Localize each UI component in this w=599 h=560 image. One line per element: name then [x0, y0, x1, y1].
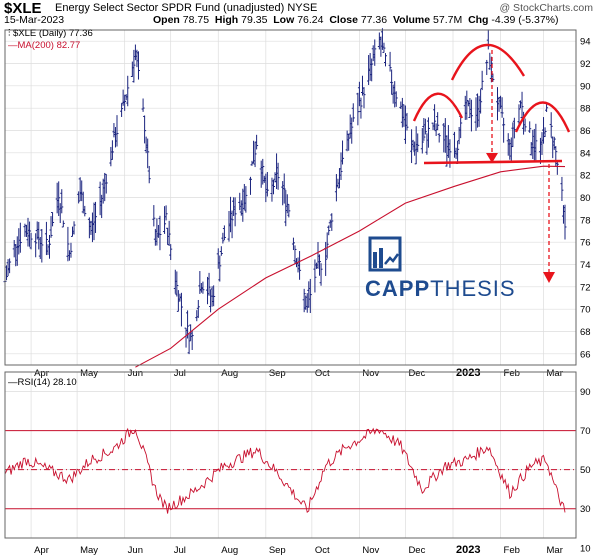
- rsi-tick-label: 30: [580, 504, 591, 515]
- x-tick-label-top: Jul: [174, 368, 186, 379]
- price-tick-label: 74: [580, 260, 591, 271]
- price-tick-label: 66: [580, 349, 591, 360]
- ma200-polyline: [135, 165, 566, 368]
- target-arrowhead: [543, 272, 555, 283]
- low-label: Low: [273, 14, 295, 26]
- x-tick-label-bottom: Sep: [269, 545, 286, 556]
- price-tick-label: 90: [580, 81, 591, 92]
- rsi-panel-frame: [4, 371, 577, 539]
- x-tick-label-bottom: Nov: [362, 545, 379, 556]
- x-tick-label-bottom: Mar: [547, 545, 563, 556]
- price-tick-label: 70: [580, 305, 591, 316]
- legend-price: ⫶ $XLE (Daily) 77.36: [8, 28, 93, 39]
- price-grid: [5, 30, 576, 365]
- fund-name: Energy Select Sector SPDR Fund (unadjust…: [55, 2, 317, 14]
- high-value: 79.35: [241, 14, 268, 26]
- price-tick-label: 80: [580, 193, 591, 204]
- x-tick-label-bottom: Feb: [504, 545, 520, 556]
- ticker-symbol: $XLE: [4, 0, 42, 17]
- ma200-line: [135, 165, 566, 368]
- ohlc-bars: [3, 28, 567, 355]
- x-tick-label-bottom: Jun: [128, 545, 143, 556]
- x-tick-label-top: Oct: [315, 368, 330, 379]
- chg-value: -4.39 (-5.37%): [491, 14, 559, 26]
- price-panel-frame: [4, 29, 577, 366]
- x-tick-label-top: Feb: [504, 368, 520, 379]
- capp-thesis-logo-icon: [368, 236, 402, 272]
- brand-watermark: @ StockCharts.com: [499, 2, 593, 14]
- x-tick-label-bottom: 2023: [456, 544, 480, 556]
- x-tick-label-top: Apr: [34, 368, 49, 379]
- price-tick-label: 88: [580, 104, 591, 115]
- price-tick-label: 94: [580, 37, 591, 48]
- x-tick-label-bottom: Jul: [174, 545, 186, 556]
- volume-value: 57.7M: [433, 14, 463, 26]
- neckline: [423, 159, 563, 165]
- x-tick-label-bottom: Oct: [315, 545, 330, 556]
- legend-price-text: $XLE (Daily) 77.36: [13, 28, 93, 39]
- x-tick-label-top: Aug: [221, 368, 238, 379]
- logo-word-1: CAPP: [365, 276, 431, 301]
- high-label: High: [214, 14, 239, 26]
- x-tick-label-top: Dec: [408, 368, 425, 379]
- close-value: 77.36: [360, 14, 388, 26]
- x-axis-bottom: Apr Apr May May Jun Jun Jul Jul Aug Aug Sep Sep Oct O…: [34, 367, 563, 556]
- open-value: 78.75: [182, 14, 210, 26]
- price-tick-label: 82: [580, 171, 591, 182]
- x-tick-label-top: Sep: [269, 368, 286, 379]
- x-tick-label-bottom: Aug: [221, 545, 238, 556]
- volume-label: Volume: [392, 14, 431, 26]
- chg-label: Chg: [468, 14, 489, 26]
- right-shoulder-arc: [514, 101, 571, 133]
- chart-date: 15-Mar-2023: [4, 14, 65, 26]
- rsi-axis: 10 30 50 70 90: [580, 387, 591, 554]
- open-label: Open: [153, 14, 180, 26]
- rsi-tick-label: 50: [580, 465, 591, 476]
- price-tick-label: 76: [580, 238, 591, 249]
- head-arc: [450, 43, 526, 81]
- x-tick-label-top: May: [80, 368, 98, 379]
- close-label: Close: [329, 14, 358, 26]
- head-measure-arrowhead: [486, 153, 498, 163]
- logo-word-2: THESIS: [430, 276, 516, 301]
- legend-rsi: —RSI(14) 28.10: [8, 377, 77, 388]
- price-tick-label: 78: [580, 215, 591, 226]
- legend-ma: —MA(200) 82.77: [8, 40, 80, 51]
- rsi-line: [4, 427, 566, 514]
- pattern-annotations: [412, 43, 571, 283]
- capp-thesis-wordmark: CAPPTHESIS: [365, 276, 516, 302]
- x-tick-label-top: Mar: [547, 368, 563, 379]
- price-tick-label: 86: [580, 126, 591, 137]
- price-tick-label: 72: [580, 282, 591, 293]
- x-tick-label-bottom: Dec: [408, 545, 425, 556]
- ohlc-summary: Open 78.75 High 79.35 Low 76.24 Close 77…: [153, 14, 559, 26]
- panel-frames: [4, 29, 577, 539]
- price-tick-label: 68: [580, 327, 591, 338]
- low-value: 76.24: [297, 14, 324, 26]
- exchange-label: NYSE: [287, 2, 318, 14]
- price-tick-label: 84: [580, 148, 591, 159]
- price-tick-label: 92: [580, 59, 591, 70]
- line-legend-icon-rsi: —: [8, 377, 18, 388]
- fund-name-text: Energy Select Sector SPDR Fund (unadjust…: [55, 2, 285, 14]
- left-shoulder-arc: [412, 92, 464, 122]
- x-tick-label-top: Nov: [362, 368, 379, 379]
- ohlc-legend-icon: ⫶: [8, 28, 11, 39]
- rsi-grid: [5, 372, 576, 538]
- x-tick-label-top: Jun: [128, 368, 143, 379]
- x-tick-label-bottom: Apr: [34, 545, 49, 556]
- rsi-polyline: [4, 427, 566, 514]
- x-tick-label-top: 2023: [456, 367, 480, 379]
- rsi-tick-label: 10: [580, 543, 591, 554]
- rsi-tick-label: 90: [580, 387, 591, 398]
- rsi-tick-label: 70: [580, 426, 591, 437]
- legend-rsi-text: RSI(14) 28.10: [17, 377, 77, 388]
- price-axis: 66 68 70 72 74 76 78 80 82 84 86 88 90 92 94: [580, 37, 591, 361]
- line-legend-icon: —: [8, 40, 18, 51]
- legend-ma-text: MA(200) 82.77: [17, 40, 81, 51]
- x-tick-label-bottom: May: [80, 545, 98, 556]
